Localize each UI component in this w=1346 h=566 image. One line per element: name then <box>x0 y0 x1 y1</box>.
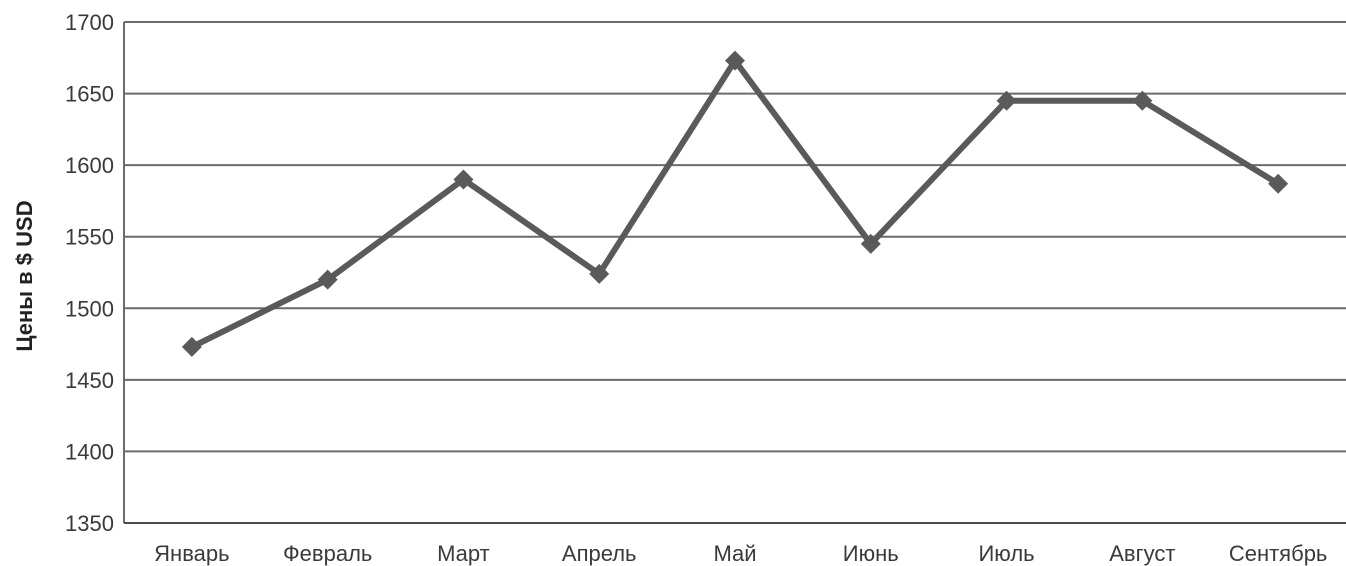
data-point-Март <box>453 169 474 190</box>
data-point-Январь <box>181 336 202 357</box>
x-tick-label-8: Август <box>1109 541 1175 566</box>
data-point-Август <box>1132 90 1153 111</box>
x-tick-label-6: Июнь <box>843 541 899 566</box>
data-point-Май <box>725 50 745 71</box>
y-tick-label-1600: 1600 <box>65 153 114 178</box>
x-tick-labels: Январь Февраль Март Апрель Май Июнь Июль Август… <box>154 541 1327 566</box>
y-tick-label-1350: 1350 <box>65 511 114 536</box>
data-point-Февраль <box>317 269 338 290</box>
series <box>181 50 1289 357</box>
y-tick-label-1400: 1400 <box>65 439 114 464</box>
x-tick-label-1: Январь <box>154 541 229 566</box>
y-tick-label-1450: 1450 <box>65 368 114 393</box>
y-tick-label-1650: 1650 <box>65 82 114 107</box>
y-tick-labels: 1350 1400 1450 1500 1550 1600 1650 1700 <box>65 10 114 536</box>
x-tick-label-5: Май <box>713 541 756 566</box>
series-line-1 <box>188 55 1282 350</box>
gridlines <box>124 21 1346 453</box>
data-point-Апрель <box>589 263 610 284</box>
x-tick-label-7: Июль <box>978 541 1034 566</box>
axes <box>123 22 1346 524</box>
data-point-Июль <box>996 90 1017 111</box>
y-tick-label-1550: 1550 <box>65 225 114 250</box>
data-point-Июнь <box>860 233 881 254</box>
y-tick-label-1500: 1500 <box>65 296 114 321</box>
x-tick-label-2: Февраль <box>283 541 372 566</box>
x-tick-label-9: Сентябрь <box>1229 541 1328 566</box>
data-point-Сентябрь <box>1268 173 1289 194</box>
y-axis-title: Цены в $ USD <box>12 200 37 351</box>
x-tick-label-3: Март <box>437 541 490 566</box>
y-tick-label-1700: 1700 <box>65 10 114 35</box>
x-tick-label-4: Апрель <box>562 541 637 566</box>
